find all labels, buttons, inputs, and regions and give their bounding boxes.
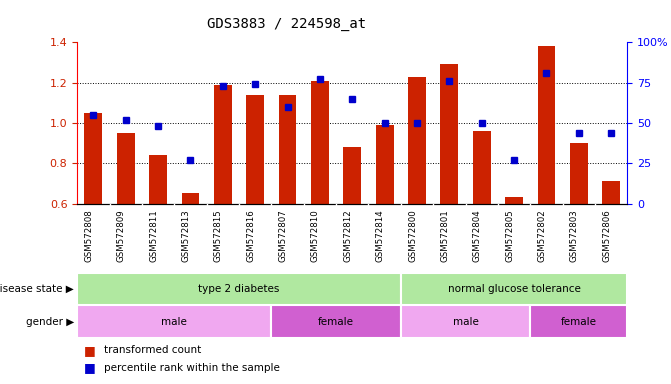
Text: ■: ■ (84, 361, 96, 374)
Bar (537, 46, 556, 204)
Bar (376, 125, 393, 204)
Text: GSM572814: GSM572814 (376, 209, 384, 262)
Text: female: female (318, 316, 354, 327)
Bar (278, 95, 297, 204)
Text: GSM572800: GSM572800 (408, 209, 417, 262)
Text: GSM572813: GSM572813 (181, 209, 191, 262)
Text: GSM572807: GSM572807 (278, 209, 288, 262)
Text: male: male (161, 316, 187, 327)
Bar (182, 194, 199, 204)
Bar (271, 305, 401, 338)
Bar (344, 147, 361, 204)
Text: GSM572815: GSM572815 (214, 209, 223, 262)
Bar (570, 143, 588, 204)
Text: percentile rank within the sample: percentile rank within the sample (104, 363, 280, 373)
Bar (117, 133, 135, 204)
Text: GSM572808: GSM572808 (85, 209, 93, 262)
Text: gender ▶: gender ▶ (25, 316, 74, 327)
Text: GSM572803: GSM572803 (570, 209, 579, 262)
Bar (149, 155, 167, 204)
Text: type 2 diabetes: type 2 diabetes (199, 284, 280, 294)
Bar (530, 305, 627, 338)
Text: male: male (453, 316, 478, 327)
Bar (408, 76, 426, 204)
Bar (401, 273, 627, 305)
Text: GSM572801: GSM572801 (440, 209, 450, 262)
Text: disease state ▶: disease state ▶ (0, 284, 74, 294)
Bar (603, 181, 620, 204)
Text: normal glucose tolerance: normal glucose tolerance (448, 284, 580, 294)
Text: female: female (561, 316, 597, 327)
Text: GSM572809: GSM572809 (117, 209, 125, 262)
Bar (311, 81, 329, 204)
Bar (401, 305, 530, 338)
Bar (473, 131, 491, 204)
Text: transformed count: transformed count (104, 345, 201, 355)
Text: GSM572810: GSM572810 (311, 209, 320, 262)
Bar (246, 95, 264, 204)
Text: GSM572816: GSM572816 (246, 209, 255, 262)
Text: GSM572804: GSM572804 (473, 209, 482, 262)
Text: GSM572805: GSM572805 (505, 209, 514, 262)
Text: GSM572812: GSM572812 (344, 209, 352, 262)
Text: GDS3883 / 224598_at: GDS3883 / 224598_at (207, 17, 366, 31)
Bar (77, 305, 271, 338)
Text: GSM572802: GSM572802 (537, 209, 546, 262)
Text: GSM572806: GSM572806 (602, 209, 611, 262)
Text: ■: ■ (84, 344, 96, 357)
Text: GSM572811: GSM572811 (149, 209, 158, 262)
Bar (214, 84, 231, 204)
Bar (77, 273, 401, 305)
Bar (85, 113, 102, 204)
Bar (505, 197, 523, 204)
Bar (440, 65, 458, 204)
